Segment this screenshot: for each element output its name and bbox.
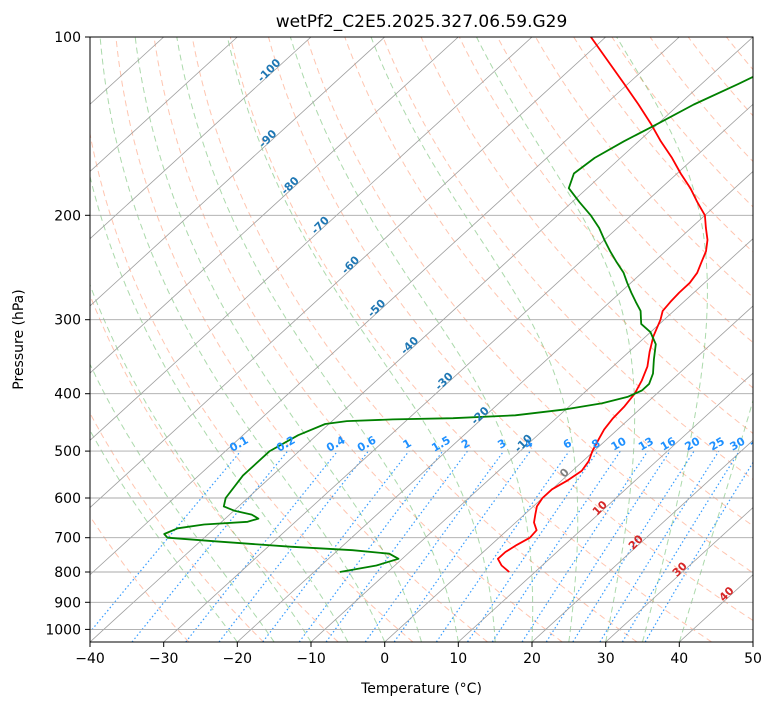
y-tick-label: 100 bbox=[54, 30, 81, 46]
x-tick-label: 50 bbox=[744, 651, 762, 667]
mixing-ratio-line bbox=[298, 450, 444, 642]
y-axis: 1000 900 800 700 600 500 400 300 200 100 bbox=[45, 30, 90, 638]
isotherm bbox=[90, 37, 238, 172]
mixing-ratio-line bbox=[131, 450, 289, 642]
dry-adiabat bbox=[153, 37, 563, 642]
x-tick-label: 10 bbox=[449, 651, 467, 667]
moist-adiabat bbox=[289, 37, 534, 642]
isotherm bbox=[90, 37, 385, 307]
moist-adiabat bbox=[90, 429, 238, 642]
moist-adiabat bbox=[226, 37, 496, 642]
series-lines bbox=[163, 37, 753, 573]
moist-adiabat bbox=[616, 37, 708, 642]
isotherm bbox=[90, 37, 312, 240]
x-tick-label: −20 bbox=[223, 651, 253, 667]
dewpoint-profile-line bbox=[163, 75, 753, 573]
isotherm bbox=[310, 238, 753, 642]
isotherm bbox=[458, 372, 753, 642]
dry-adiabat bbox=[229, 37, 712, 642]
mixing-ratio-line bbox=[491, 450, 621, 642]
y-tick-label: 300 bbox=[54, 313, 81, 329]
y-tick-label: 800 bbox=[54, 565, 81, 581]
y-tick-label: 200 bbox=[54, 208, 81, 224]
mixing-ratio-line bbox=[435, 450, 570, 642]
dry-adiabat bbox=[458, 37, 753, 389]
isotherm bbox=[237, 170, 753, 642]
y-tick-label: 400 bbox=[54, 387, 81, 403]
mixing-ratio-line bbox=[364, 450, 505, 642]
isotherm bbox=[384, 305, 753, 642]
isotherm bbox=[90, 37, 680, 576]
dry-adiabat bbox=[191, 37, 638, 642]
isotherm bbox=[163, 103, 753, 642]
mixing-ratio-line bbox=[521, 450, 649, 642]
x-tick-label: 30 bbox=[597, 651, 615, 667]
mixing-ratio-line bbox=[90, 450, 242, 633]
dry-adiabat bbox=[420, 37, 753, 435]
x-tick-label: −10 bbox=[296, 651, 326, 667]
moist-adiabat bbox=[370, 37, 579, 642]
plot-frame bbox=[89, 36, 754, 643]
y-tick-label: 600 bbox=[54, 491, 81, 507]
temperature-profile-line bbox=[496, 37, 709, 573]
moist-adiabat bbox=[90, 174, 349, 642]
y-tick-label: 500 bbox=[54, 444, 81, 460]
dry-adiabat bbox=[90, 412, 264, 642]
x-tick-label: 40 bbox=[670, 651, 688, 667]
moist-adiabat bbox=[90, 363, 275, 642]
isotherm bbox=[531, 439, 753, 642]
dry-adiabat bbox=[306, 37, 753, 574]
mixing-ratio-line bbox=[621, 450, 740, 642]
y-axis-label: Pressure (hPa) bbox=[11, 289, 27, 389]
x-tick-label: 20 bbox=[523, 651, 541, 667]
isotherm bbox=[90, 37, 459, 374]
grid-lines bbox=[90, 37, 753, 642]
x-tick-label: −30 bbox=[149, 651, 179, 667]
moist-adiabat bbox=[678, 398, 753, 642]
mixing-ratio-line bbox=[545, 450, 671, 642]
chart-title: wetPf2_C2E5.2025.327.06.59.G29 bbox=[276, 12, 568, 32]
y-tick-label: 700 bbox=[54, 531, 81, 547]
mixing-ratio-line bbox=[466, 450, 599, 642]
mixing-ratio-line bbox=[262, 450, 410, 642]
y-tick-label: 1000 bbox=[45, 622, 81, 638]
y-tick-label: 900 bbox=[54, 595, 81, 611]
mixing-ratio-line bbox=[572, 450, 695, 642]
isotherm bbox=[90, 37, 533, 441]
x-tick-label: 0 bbox=[380, 651, 389, 667]
dry-adiabat bbox=[344, 37, 753, 527]
mixing-ratio-label: 36 bbox=[748, 434, 768, 453]
moist-adiabat bbox=[134, 37, 422, 642]
moist-adiabat bbox=[476, 37, 636, 642]
isotherm bbox=[90, 37, 753, 642]
moist-adiabat bbox=[99, 37, 386, 642]
isotherm bbox=[605, 507, 753, 642]
dry-adiabat bbox=[90, 131, 414, 642]
isotherm bbox=[90, 37, 606, 509]
mixing-ratio-line bbox=[185, 450, 339, 642]
x-tick-label: −40 bbox=[75, 651, 105, 667]
x-axis: −40 −30 −20 −10 0 10 20 30 40 50 bbox=[75, 642, 762, 667]
dry-adiabat bbox=[382, 37, 753, 481]
x-axis-label: Temperature (°C) bbox=[360, 681, 482, 697]
